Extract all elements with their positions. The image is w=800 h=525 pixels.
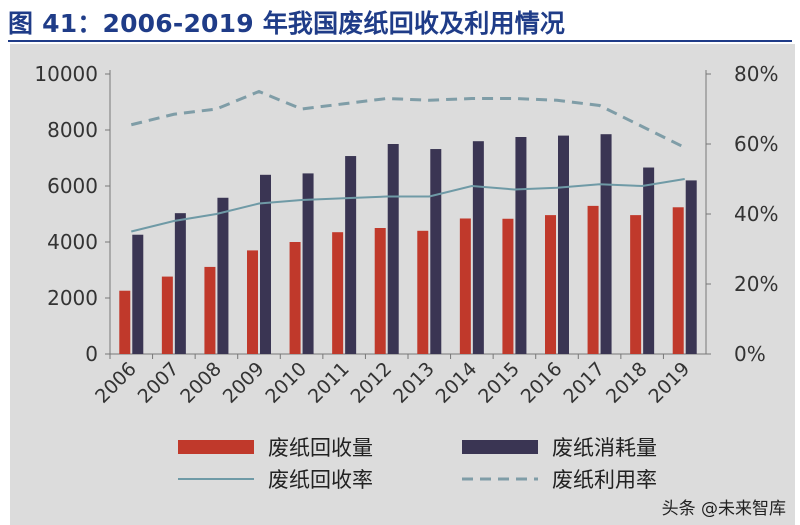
x-tick-label: 2019 bbox=[644, 358, 694, 408]
x-tick-label: 2017 bbox=[559, 358, 609, 408]
bar-recovery bbox=[502, 218, 514, 354]
left-tick-label: 0 bbox=[85, 342, 98, 366]
right-tick-label: 0% bbox=[734, 342, 766, 366]
legend-swatch bbox=[178, 440, 254, 454]
utilization-rate-line bbox=[130, 89, 686, 149]
x-tick-label: 2013 bbox=[389, 358, 439, 408]
bar-recovery bbox=[247, 250, 258, 354]
right-tick-label: 60% bbox=[734, 132, 778, 156]
bar-consumption bbox=[685, 180, 697, 354]
x-tick-label: 2012 bbox=[346, 358, 396, 408]
bar-recovery bbox=[374, 228, 386, 354]
bar-consumption bbox=[302, 173, 314, 354]
bar-consumption bbox=[217, 197, 229, 354]
bar-recovery bbox=[630, 215, 642, 354]
bar-consumption bbox=[558, 135, 569, 354]
x-tick-label: 2010 bbox=[261, 358, 311, 408]
bar-consumption bbox=[174, 213, 186, 354]
x-tick-label: 2011 bbox=[304, 358, 354, 408]
right-tick-label: 40% bbox=[734, 202, 778, 226]
bar-recovery bbox=[161, 276, 173, 354]
left-tick-label: 4000 bbox=[47, 230, 98, 254]
x-tick-label: 2007 bbox=[134, 358, 184, 408]
bar-consumption bbox=[643, 167, 655, 354]
left-tick-label: 8000 bbox=[47, 118, 98, 142]
title-bar: 图 41：2006-2019 年我国废纸回收及利用情况 bbox=[0, 0, 800, 42]
bar-recovery bbox=[417, 230, 429, 354]
right-tick-label: 20% bbox=[734, 272, 778, 296]
bar-consumption bbox=[515, 137, 527, 354]
bar-consumption bbox=[260, 174, 271, 354]
left-tick-label: 2000 bbox=[47, 286, 98, 310]
legend-label: 废纸利用率 bbox=[552, 468, 657, 492]
recovery-rate-line bbox=[131, 178, 685, 233]
bar-recovery bbox=[672, 207, 684, 354]
right-tick-label: 80% bbox=[734, 62, 778, 86]
bar-recovery bbox=[587, 205, 599, 354]
bar-consumption bbox=[345, 156, 357, 354]
legend-swatch bbox=[462, 440, 538, 454]
watermark: 头条 @未来智库 bbox=[661, 499, 786, 519]
x-tick-label: 2016 bbox=[517, 358, 567, 408]
bar-consumption bbox=[600, 134, 612, 354]
bar-recovery bbox=[545, 215, 556, 354]
x-tick-label: 2014 bbox=[432, 358, 482, 408]
left-tick-label: 10000 bbox=[34, 62, 98, 86]
x-tick-label: 2015 bbox=[474, 358, 524, 408]
bar-recovery bbox=[204, 266, 216, 354]
bar-consumption bbox=[430, 149, 442, 354]
left-tick-label: 6000 bbox=[47, 174, 98, 198]
page-title: 图 41：2006-2019 年我国废纸回收及利用情况 bbox=[8, 9, 566, 38]
bar-recovery bbox=[332, 232, 344, 354]
title-divider bbox=[8, 40, 792, 42]
bar-consumption bbox=[387, 144, 399, 354]
bar-recovery bbox=[119, 290, 131, 354]
bar-recovery bbox=[289, 242, 301, 354]
x-tick-label: 2008 bbox=[176, 358, 226, 408]
bar-consumption bbox=[132, 234, 144, 354]
legend-label: 废纸回收率 bbox=[268, 468, 373, 492]
legend-label: 废纸消耗量 bbox=[552, 436, 657, 460]
x-tick-label: 2009 bbox=[219, 358, 269, 408]
legend-label: 废纸回收量 bbox=[268, 436, 373, 460]
bar-consumption bbox=[472, 141, 484, 354]
x-tick-label: 2006 bbox=[91, 358, 141, 408]
x-tick-label: 2018 bbox=[602, 358, 652, 408]
bar-recovery bbox=[459, 218, 471, 354]
